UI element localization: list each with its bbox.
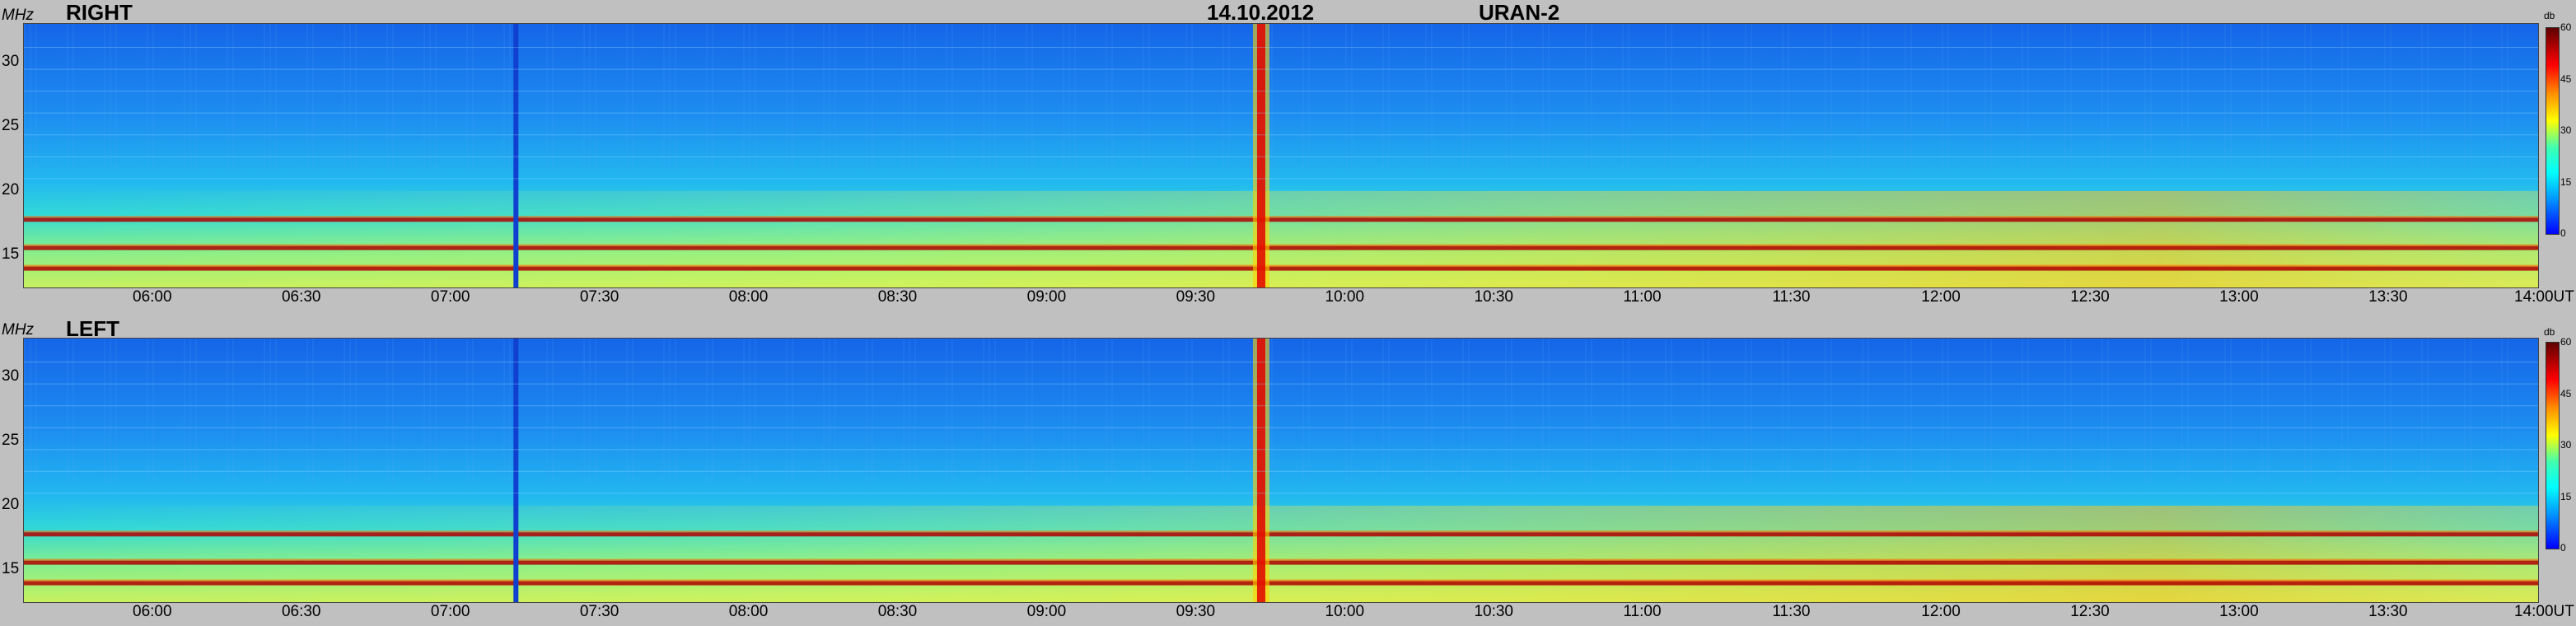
rfi-line xyxy=(24,217,2538,222)
x-tick-label: 14:00UT xyxy=(2514,288,2574,306)
x-tick-label: 12:00 xyxy=(1921,603,1961,620)
spectrogram-warm-band xyxy=(24,505,2538,602)
y-tick-label: 15 xyxy=(2,559,20,577)
colorbar-tick-label: 30 xyxy=(2560,439,2572,451)
interference-core xyxy=(1256,24,1265,287)
y-tick-label: 25 xyxy=(2,116,20,134)
x-tick-label: 09:00 xyxy=(1026,288,1067,306)
x-tick-label: 10:30 xyxy=(1474,288,1513,306)
x-tick-label: 08:00 xyxy=(728,288,769,306)
colorbar-left xyxy=(2546,342,2560,549)
header-date: 14.10.2012 xyxy=(1207,0,1315,25)
x-tick-label: 10:00 xyxy=(1325,603,1365,620)
colorbar-tick-label: 45 xyxy=(2560,72,2572,85)
panel-right-label: RIGHT xyxy=(66,0,133,25)
colorbar-tick-label: 0 xyxy=(2560,227,2566,239)
colorbar-unit-left: db xyxy=(2544,326,2555,338)
spectrogram-right xyxy=(23,23,2539,288)
colorbar-tick-label: 0 xyxy=(2560,542,2566,554)
spectrogram-warm-band xyxy=(24,190,2538,287)
x-tick-label: 14:00UT xyxy=(2514,603,2574,620)
x-tick-label: 13:00 xyxy=(2219,603,2259,620)
spectrogram-left-svg xyxy=(24,339,2538,602)
rfi-line xyxy=(24,245,2538,250)
x-tick-label: 09:30 xyxy=(1176,288,1216,306)
x-tick-label: 08:30 xyxy=(877,603,918,620)
x-tick-label: 09:00 xyxy=(1026,603,1067,620)
y-tick-label: 30 xyxy=(2,367,20,385)
colorbar-tick-label: 60 xyxy=(2560,336,2572,348)
y-tick-label: 15 xyxy=(2,245,20,263)
scan-gap xyxy=(513,24,519,287)
y-tick-label: 20 xyxy=(2,495,20,513)
colorbar-tick-label: 45 xyxy=(2560,387,2572,399)
spectrogram-right-svg xyxy=(24,24,2538,287)
x-tick-label: 11:30 xyxy=(1772,603,1811,620)
x-tick-label: 12:30 xyxy=(2070,603,2110,620)
x-tick-label: 10:00 xyxy=(1325,288,1365,306)
spectrogram-left xyxy=(23,338,2539,603)
x-tick-label: 11:00 xyxy=(1623,603,1662,620)
x-tick-label: 06:00 xyxy=(133,288,172,306)
x-tick-label: 07:00 xyxy=(430,603,470,620)
interference-core xyxy=(1256,339,1265,602)
x-tick-label: 06:30 xyxy=(281,288,321,306)
colorbar-tick-label: 60 xyxy=(2560,21,2572,33)
x-tick-label: 06:00 xyxy=(133,603,172,620)
colorbar-tick-label: 15 xyxy=(2560,175,2572,188)
rfi-line xyxy=(24,266,2538,271)
x-tick-label: 09:30 xyxy=(1176,603,1216,620)
x-tick-label: 13:30 xyxy=(2368,288,2408,306)
x-tick-label: 12:30 xyxy=(2070,288,2110,306)
x-tick-label: 07:30 xyxy=(579,603,619,620)
x-tick-label: 10:30 xyxy=(1474,603,1513,620)
panel-right-unit: MHz xyxy=(2,7,35,24)
x-tick-label: 06:30 xyxy=(281,603,321,620)
x-tick-label: 11:30 xyxy=(1772,288,1811,306)
y-tick-label: 20 xyxy=(2,180,20,199)
colorbar-unit-right: db xyxy=(2544,10,2555,21)
colorbar-tick-label: 30 xyxy=(2560,124,2572,136)
rfi-line xyxy=(24,581,2538,586)
scan-gap xyxy=(513,339,519,602)
rfi-line xyxy=(24,532,2538,537)
x-tick-label: 07:00 xyxy=(430,288,470,306)
x-tick-label: 08:30 xyxy=(877,288,918,306)
header-instrument: URAN-2 xyxy=(1479,0,1560,25)
y-tick-label: 25 xyxy=(2,431,20,449)
panel-left-unit: MHz xyxy=(2,321,35,339)
x-tick-label: 11:00 xyxy=(1623,288,1662,306)
colorbar-tick-label: 15 xyxy=(2560,490,2572,502)
colorbar-right xyxy=(2546,27,2560,235)
x-tick-label: 13:00 xyxy=(2219,288,2259,306)
rfi-line xyxy=(24,560,2538,565)
x-tick-label: 07:30 xyxy=(579,288,619,306)
x-tick-label: 08:00 xyxy=(728,603,769,620)
x-tick-label: 13:30 xyxy=(2368,603,2408,620)
y-tick-label: 30 xyxy=(2,52,20,70)
panel-left-label: LEFT xyxy=(66,316,119,341)
x-tick-label: 12:00 xyxy=(1921,288,1961,306)
